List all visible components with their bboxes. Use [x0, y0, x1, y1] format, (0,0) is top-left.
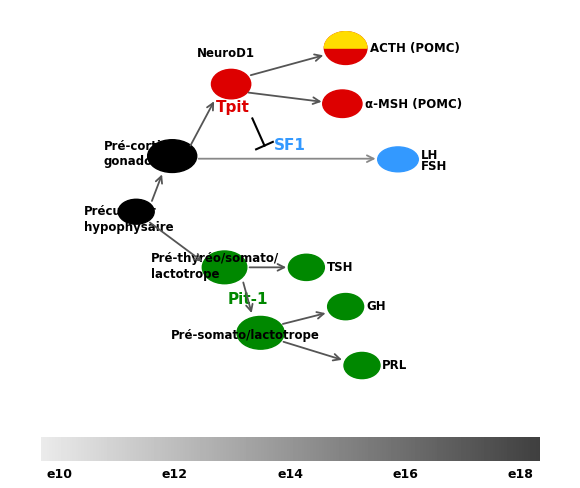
Text: e16: e16: [392, 467, 418, 480]
Text: Pré-cortico/
gonadotrope: Pré-cortico/ gonadotrope: [103, 139, 188, 168]
Text: FSH: FSH: [421, 160, 447, 172]
Ellipse shape: [324, 33, 367, 65]
Text: PRL: PRL: [382, 359, 408, 371]
Text: NeuroD1: NeuroD1: [197, 47, 255, 61]
Ellipse shape: [118, 200, 154, 224]
Ellipse shape: [202, 251, 247, 284]
Text: Tpit: Tpit: [216, 101, 250, 115]
Text: Pit-1: Pit-1: [228, 291, 269, 306]
Text: e10: e10: [47, 467, 72, 480]
Text: TSH: TSH: [327, 261, 353, 274]
Polygon shape: [324, 33, 367, 49]
Text: e14: e14: [277, 467, 303, 480]
Ellipse shape: [322, 91, 362, 118]
Text: Pré-somato/lactotrope: Pré-somato/lactotrope: [171, 328, 320, 341]
Text: Pré-thyréo/somato/
lactotrope: Pré-thyréo/somato/ lactotrope: [151, 252, 279, 281]
Ellipse shape: [328, 294, 364, 320]
Ellipse shape: [288, 255, 324, 281]
Text: SF1: SF1: [274, 138, 306, 153]
Text: LH: LH: [421, 149, 438, 162]
Ellipse shape: [212, 70, 251, 100]
Text: Précurseur
hypophysaire: Précurseur hypophysaire: [84, 204, 173, 233]
Text: α-MSH (POMC): α-MSH (POMC): [365, 98, 462, 110]
Ellipse shape: [344, 353, 380, 379]
Text: GH: GH: [366, 300, 386, 313]
Text: e18: e18: [508, 467, 533, 480]
Ellipse shape: [237, 317, 284, 349]
Text: ACTH (POMC): ACTH (POMC): [370, 42, 460, 55]
Text: e12: e12: [162, 467, 188, 480]
Ellipse shape: [148, 141, 197, 173]
Ellipse shape: [378, 147, 418, 172]
